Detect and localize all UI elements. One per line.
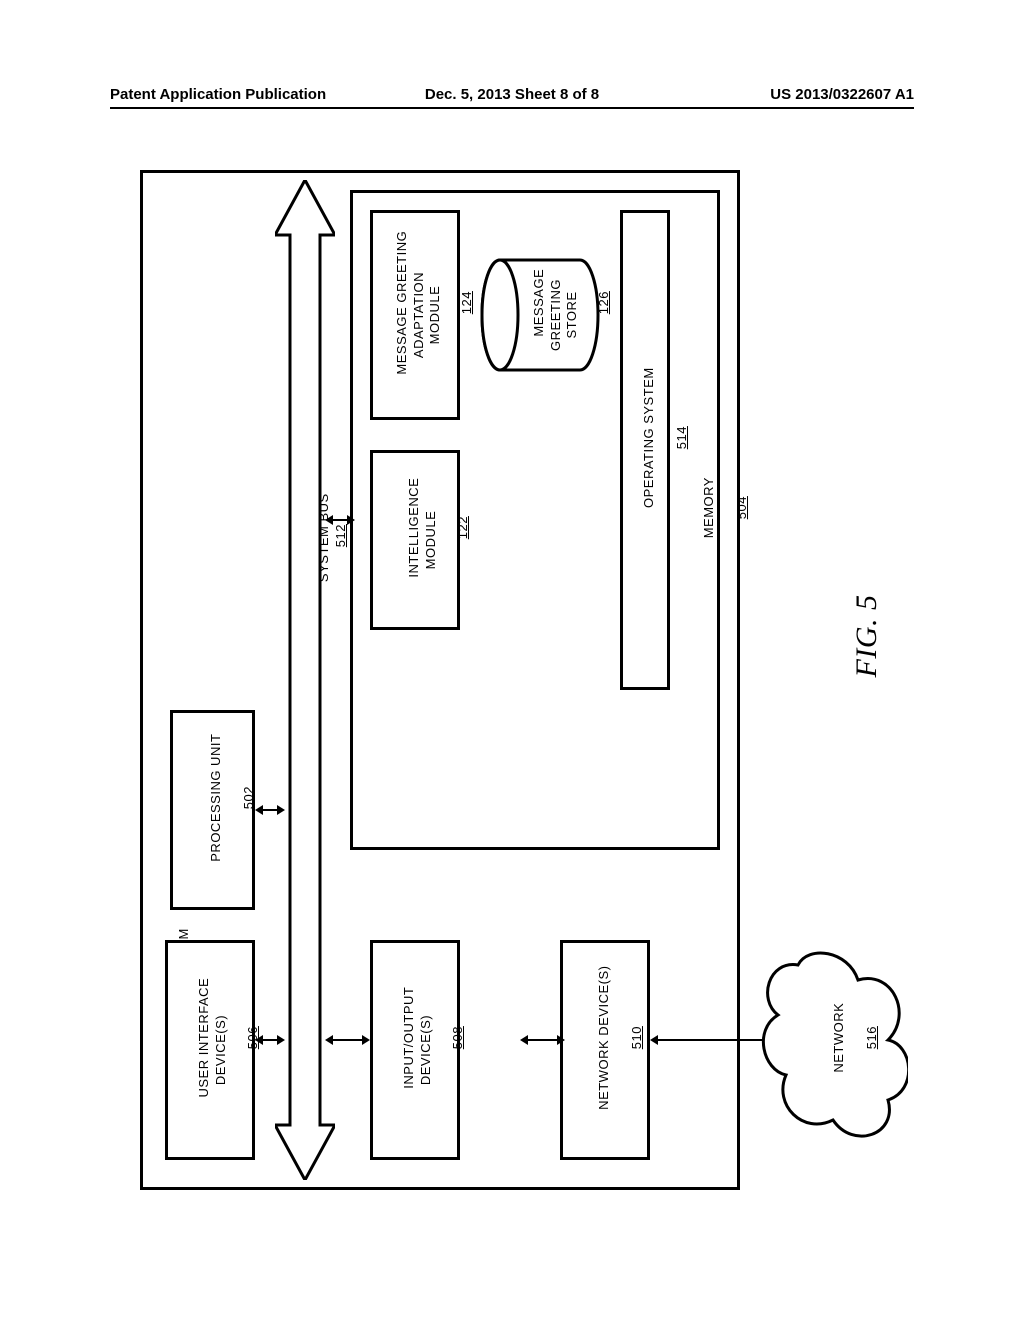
net-devices-label: NETWORK DEVICE(S) 510 xyxy=(580,955,630,1145)
header-bar: Patent Application Publication Dec. 5, 2… xyxy=(110,85,914,109)
operating-system-ref: 514 xyxy=(674,426,689,449)
system-bus-label: SYSTEM BUS 512 xyxy=(300,485,320,615)
processing-unit-text: PROCESSING UNIT xyxy=(208,734,223,862)
network-ref: 516 xyxy=(864,1026,879,1049)
network-label: NETWORK 516 xyxy=(815,990,855,1110)
page: Patent Application Publication Dec. 5, 2… xyxy=(0,0,1024,1320)
header-right: US 2013/0322607 A1 xyxy=(770,86,914,103)
ui-devices-label: USER INTERFACE DEVICE(S) 506 xyxy=(180,960,240,1140)
figure-caption-text: FIG. 5 xyxy=(850,595,883,678)
header-left: Patent Application Publication xyxy=(110,86,326,103)
conn-netdev-bus-arrow xyxy=(520,1030,565,1050)
operating-system-text: OPERATING SYSTEM xyxy=(641,367,656,508)
conn-netdev-bus-h xyxy=(520,860,540,940)
figure-caption: FIG. 5 xyxy=(810,590,850,730)
memory-text: MEMORY xyxy=(701,477,716,538)
net-devices-text: NETWORK DEVICE(S) xyxy=(596,966,611,1110)
operating-system-label: OPERATING SYSTEM 514 xyxy=(625,365,665,535)
conn-netdev-bus-short xyxy=(490,860,510,942)
ui-devices-text: USER INTERFACE DEVICE(S) xyxy=(196,978,227,1098)
ui-devices-ref: 506 xyxy=(245,1026,260,1049)
io-devices-label: INPUT/OUTPUT DEVICE(S) 508 xyxy=(385,960,445,1140)
msg-greet-store-ref: 126 xyxy=(596,291,611,314)
conn-proc-bus xyxy=(255,800,285,820)
net-devices-ref: 510 xyxy=(629,1026,644,1049)
header-mid: Dec. 5, 2013 Sheet 8 of 8 xyxy=(425,86,599,103)
network-text: NETWORK xyxy=(831,1003,846,1073)
io-devices-ref: 508 xyxy=(450,1026,465,1049)
conn-netdev-bus xyxy=(325,275,560,295)
memory-ref: 504 xyxy=(734,496,749,519)
figure-stage: COMPUTER SYSTEM 500 MEMORY 504 OPERATING… xyxy=(110,160,914,1200)
processing-unit-label: PROCESSING UNIT 502 xyxy=(192,725,232,895)
processing-unit-ref: 502 xyxy=(241,786,256,809)
conn-netdev-bus-arrow-2 xyxy=(325,305,565,325)
io-devices-text: INPUT/OUTPUT DEVICE(S) xyxy=(401,987,432,1089)
memory-label: MEMORY 504 xyxy=(685,460,725,580)
